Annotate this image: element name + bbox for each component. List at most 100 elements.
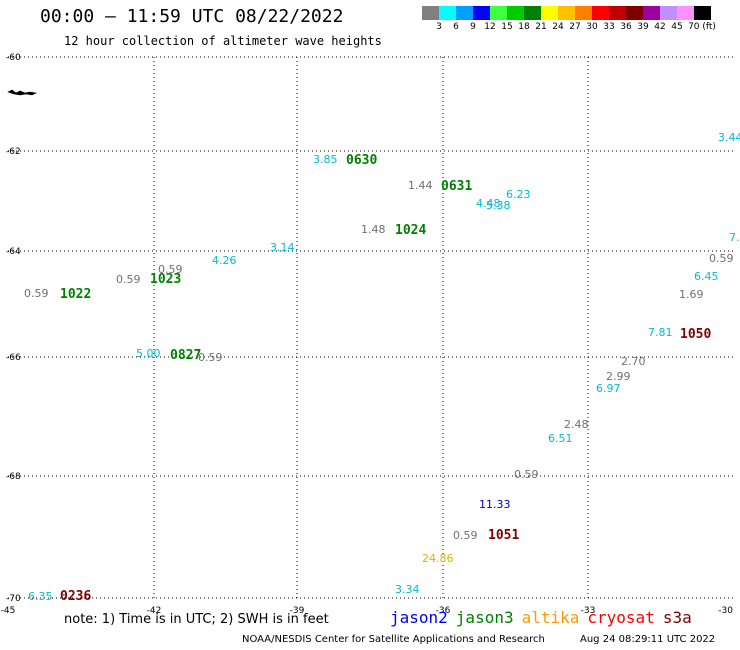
satellite-legend: jason2 jason3 altika cryosat s3a xyxy=(390,608,700,627)
wave-height-label: 6.23 xyxy=(506,188,531,201)
lat-label: -60 xyxy=(6,53,21,63)
legend-label: 15 xyxy=(501,22,513,32)
wave-height-label: 1.44 xyxy=(408,179,433,192)
wave-height-label: 2.70 xyxy=(621,355,646,368)
legend-swatch xyxy=(507,6,524,20)
wave-height-label: 1.48 xyxy=(361,223,386,236)
satellite-name-jason3: jason3 xyxy=(455,608,514,627)
legend-label: 36 xyxy=(620,22,632,32)
lon-label: -33 xyxy=(581,606,596,616)
wave-height-label: 0.59 xyxy=(158,263,183,276)
pass-time-label: 0236 xyxy=(60,589,91,604)
lon-label: -30 xyxy=(718,606,733,616)
lat-label: -70 xyxy=(6,594,21,604)
legend-swatch xyxy=(524,6,541,20)
legend-swatch xyxy=(541,6,558,20)
lat-label: -68 xyxy=(6,472,21,482)
wave-height-label: 0.59 xyxy=(453,529,478,542)
pass-time-label: 1024 xyxy=(395,223,426,238)
legend-swatch xyxy=(575,6,592,20)
wave-height-label: 4.48 xyxy=(476,197,501,210)
legend-label: 6 xyxy=(453,22,459,32)
lon-label: -36 xyxy=(436,606,451,616)
legend-swatch xyxy=(677,6,694,20)
legend-swatch xyxy=(422,6,439,20)
wave-height-label: 6.45 xyxy=(694,270,719,283)
map-title: 00:00 — 11:59 UTC 08/22/2022 xyxy=(40,6,344,27)
wave-height-label: 0.59 xyxy=(24,287,49,300)
pass-time-label: 1051 xyxy=(488,528,519,543)
wave-height-label: 0.59 xyxy=(514,468,539,481)
wave-height-label: 5.38 xyxy=(486,199,511,212)
pass-time-label: 1050 xyxy=(680,327,711,342)
wave-height-label: 7. xyxy=(729,231,740,244)
wave-height-label: 11.33 xyxy=(479,498,511,511)
satellite-name-s3a: s3a xyxy=(662,608,692,627)
legend-swatch xyxy=(490,6,507,20)
lat-label: -64 xyxy=(6,247,21,257)
legend-label: 12 xyxy=(484,22,496,32)
legend-swatch xyxy=(558,6,575,20)
axis-ticks: -60 -62 -64 -66 -68 -70 -45 -42 -39 -36 -33 -30 xyxy=(1,53,734,616)
wave-height-label: 4.26 xyxy=(212,254,237,267)
wave-height-label: 2.48 xyxy=(564,418,589,431)
legend-labels: 3 6 9 12 15 18 21 24 27 30 33 36 39 42 45 70 (ft) xyxy=(422,20,740,34)
wave-height-label: 3.44 xyxy=(718,131,740,144)
lon-label: -39 xyxy=(290,606,305,616)
legend-label: 30 xyxy=(586,22,598,32)
lon-label: -45 xyxy=(1,606,16,616)
wave-height-label: 6.35 xyxy=(28,590,53,603)
satellite-name-cryosat: cryosat xyxy=(587,608,655,627)
legend-swatch xyxy=(439,6,456,20)
pass-time-label: 1022 xyxy=(60,287,91,302)
wave-height-labels: 3.44 3.85 1.44 4.48 6.235.38 1.48 3.14 4.26 0.59… xyxy=(24,131,740,603)
legend-swatch xyxy=(643,6,660,20)
color-legend: 3 6 9 12 15 18 21 24 27 30 33 36 39 42 45 70 (ft) xyxy=(422,6,740,34)
wave-height-label: 0.59 xyxy=(198,351,223,364)
pass-time-labels: 0630 0631 1024 1023 1022 1050 0827 1051 0236 xyxy=(60,153,711,604)
wave-height-label: 3.85 xyxy=(313,153,338,166)
legend-swatch xyxy=(660,6,677,20)
coastline-fragment xyxy=(7,89,37,96)
pass-time-label: 0631 xyxy=(441,179,472,194)
legend-label: 18 xyxy=(518,22,530,32)
wave-height-label: 3.14 xyxy=(270,241,295,254)
legend-swatch xyxy=(694,6,711,20)
pass-time-label: 1023 xyxy=(150,272,181,287)
legend-swatches xyxy=(422,6,740,20)
pass-time-label: 0827 xyxy=(170,348,201,363)
lat-lon-grid xyxy=(8,56,735,599)
map-subtitle: 12 hour collection of altimeter wave hei… xyxy=(64,34,382,48)
satellite-name-altika: altika xyxy=(521,608,580,627)
wave-height-label: 6.51 xyxy=(548,432,573,445)
wave-height-label: 3.34 xyxy=(395,583,420,596)
legend-label: 45 xyxy=(671,22,683,32)
legend-swatch xyxy=(456,6,473,20)
legend-swatch xyxy=(609,6,626,20)
wave-height-label: 0.59 xyxy=(709,252,734,265)
legend-label: 27 xyxy=(569,22,581,32)
satellite-name-jason2: jason2 xyxy=(390,608,448,627)
legend-label: 39 xyxy=(637,22,649,32)
legend-label: 21 xyxy=(535,22,547,32)
generation-timestamp: Aug 24 08:29:11 UTC 2022 xyxy=(580,634,716,645)
wave-height-label: 2.99 xyxy=(606,370,631,383)
legend-label: 33 xyxy=(603,22,615,32)
legend-label: 24 xyxy=(552,22,564,32)
credit-text: NOAA/NESDIS Center for Satellite Applica… xyxy=(242,634,545,645)
wave-height-label: 7.81 xyxy=(648,326,673,339)
lat-label: -66 xyxy=(6,353,21,363)
wave-height-label: 5.00 xyxy=(136,347,161,360)
wave-height-label: 6.97 xyxy=(596,382,621,395)
wave-height-label: 0.59 xyxy=(116,273,141,286)
legend-label: 42 xyxy=(654,22,666,32)
pass-time-label: 0630 xyxy=(346,153,377,168)
lat-label: -62 xyxy=(6,147,21,157)
lon-label: -42 xyxy=(147,606,162,616)
legend-swatch xyxy=(626,6,643,20)
legend-swatch xyxy=(473,6,490,20)
legend-label: 3 xyxy=(436,22,442,32)
wave-height-label: 24.86 xyxy=(422,552,454,565)
footer-note: note: 1) Time is in UTC; 2) SWH is in fe… xyxy=(64,612,329,627)
